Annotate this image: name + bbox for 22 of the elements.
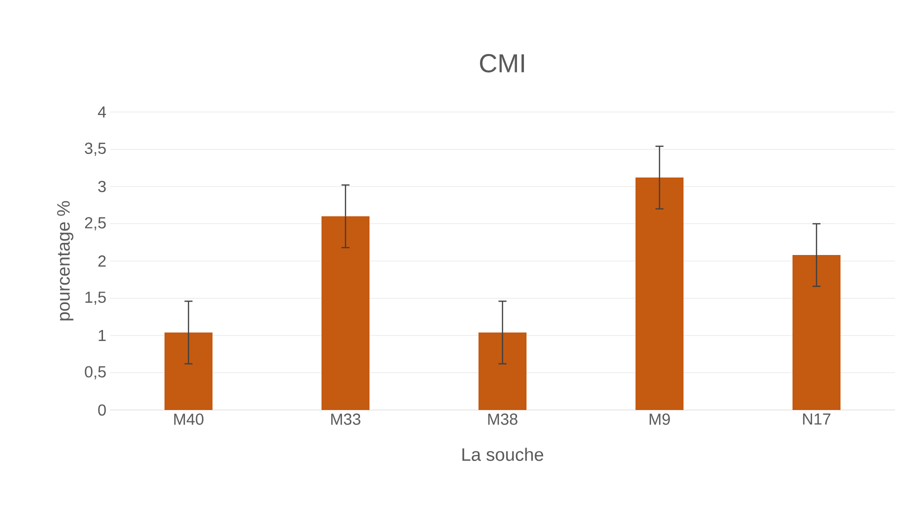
- x-tick-label: M40: [174, 414, 204, 425]
- y-tick-label: 1,5: [85, 292, 106, 305]
- y-tick-label: 2: [98, 255, 106, 267]
- y-tick-label: 0,5: [84, 366, 106, 380]
- bar: [636, 178, 684, 410]
- y-tick-label: 4: [98, 106, 106, 118]
- bar: [792, 255, 841, 410]
- x-tick-label: M33: [331, 414, 360, 425]
- x-tick-label: M38: [488, 414, 518, 425]
- chart-title: CMI: [480, 54, 524, 72]
- y-tick-label: 1: [98, 330, 106, 342]
- y-tick-label: 3: [98, 180, 106, 192]
- bar: [164, 332, 213, 410]
- y-tick-label: 0: [98, 404, 106, 416]
- x-tick-label: N17: [803, 414, 830, 425]
- x-axis-title: La souche: [462, 448, 544, 461]
- y-tick-label: 2,5: [85, 217, 106, 230]
- y-axis-title: pourcentage %: [57, 201, 74, 320]
- x-tick-label: M9: [650, 414, 670, 425]
- bar: [478, 332, 527, 410]
- y-tick-label: 3,5: [84, 142, 106, 156]
- bar: [322, 216, 370, 410]
